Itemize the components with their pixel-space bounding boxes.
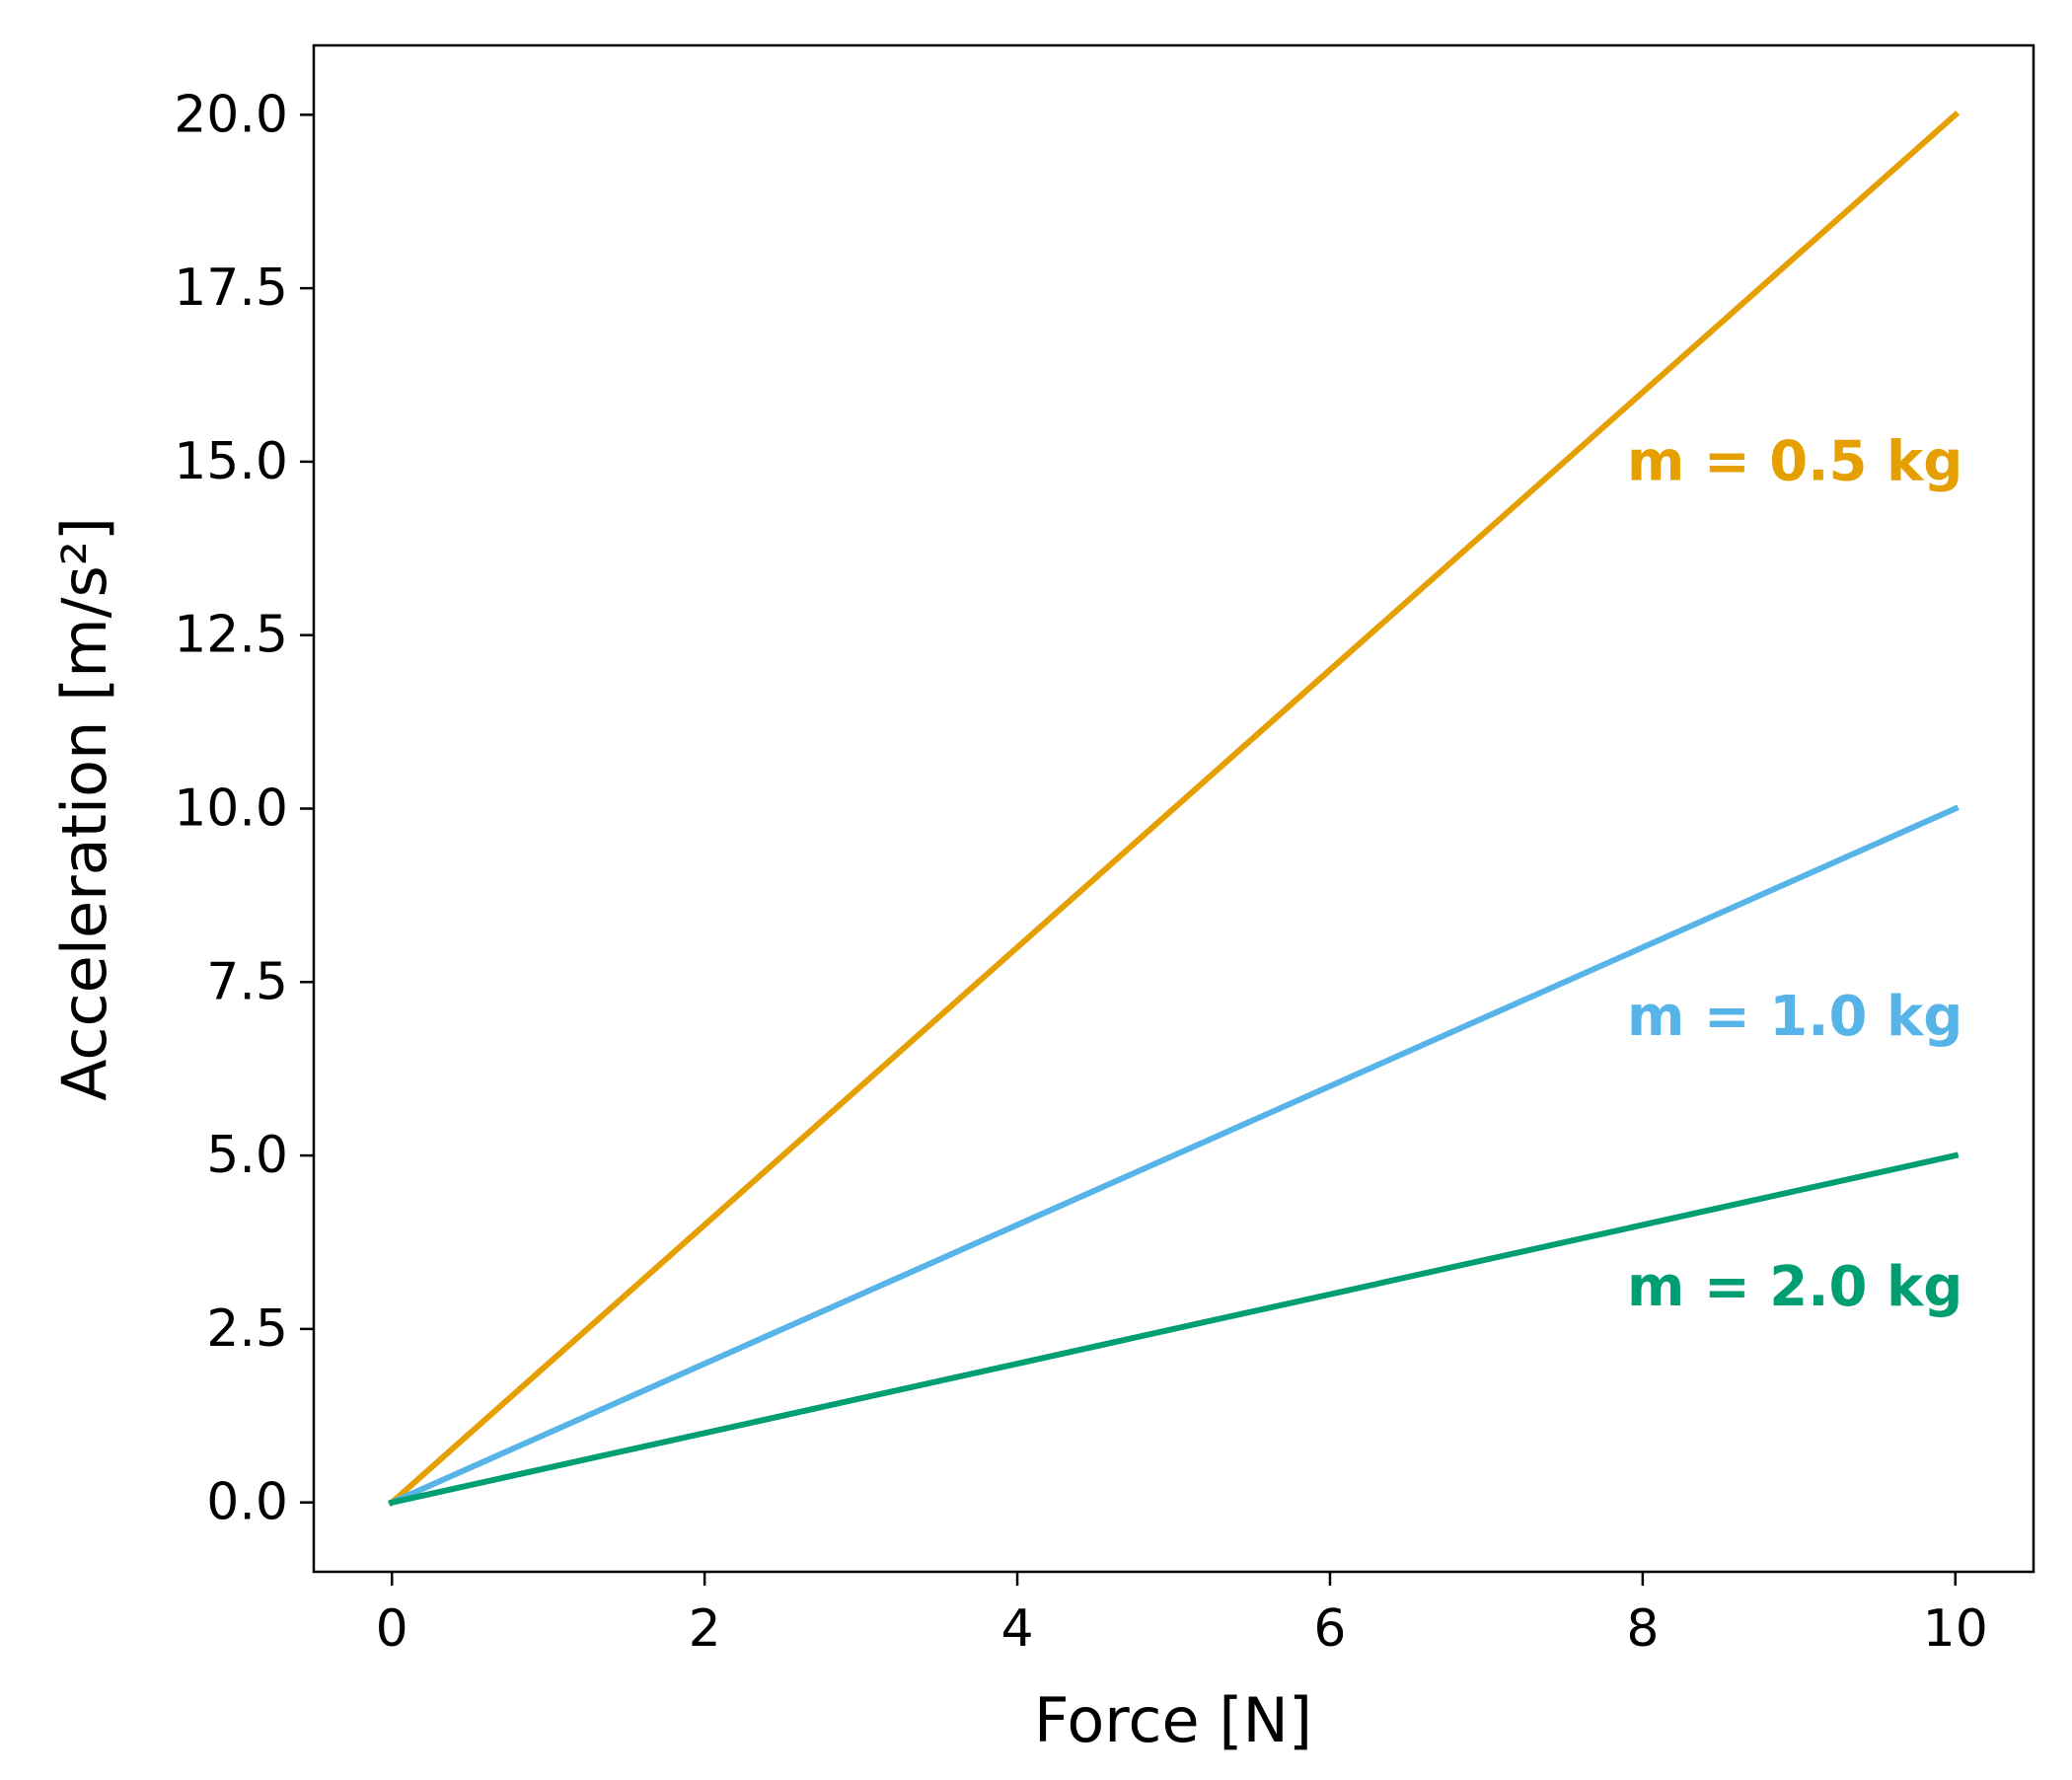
x-tick-label: 10 — [1923, 1599, 1988, 1659]
x-tick-label: 6 — [1313, 1599, 1346, 1659]
y-tick-label: 10.0 — [174, 779, 288, 839]
x-axis-label: Force [N] — [1034, 1684, 1312, 1756]
series-layer — [387, 111, 1961, 1507]
y-tick-label: 15.0 — [174, 432, 288, 491]
series-line-1 — [387, 111, 1961, 1507]
y-ticks: 0.0 2.5 5.0 7.5 10.0 12.5 15.0 17.5 20.0 — [174, 85, 314, 1532]
x-tick-label: 0 — [376, 1599, 408, 1659]
series-label-2: m = 1.0 kg — [1627, 985, 1962, 1049]
series-labels: m = 0.5 kg m = 1.0 kg m = 2.0 kg — [1627, 429, 1962, 1319]
series-line-3 — [388, 1151, 1960, 1507]
y-tick-label: 12.5 — [174, 606, 288, 665]
y-tick-label: 20.0 — [174, 85, 288, 144]
series-label-1: m = 0.5 kg — [1627, 429, 1962, 493]
series-line-2 — [388, 804, 1960, 1507]
y-tick-label: 17.5 — [174, 259, 288, 318]
x-ticks: 0 2 4 6 8 10 — [376, 1572, 1988, 1659]
y-tick-label: 5.0 — [206, 1126, 288, 1185]
x-tick-label: 2 — [689, 1599, 721, 1659]
x-tick-label: 4 — [1000, 1599, 1033, 1659]
x-tick-label: 8 — [1626, 1599, 1659, 1659]
y-tick-label: 7.5 — [206, 952, 288, 1011]
y-axis-label: Acceleration [m/s²] — [48, 517, 120, 1101]
y-tick-label: 0.0 — [206, 1473, 288, 1532]
y-tick-label: 2.5 — [206, 1299, 288, 1359]
series-label-3: m = 2.0 kg — [1627, 1255, 1962, 1319]
